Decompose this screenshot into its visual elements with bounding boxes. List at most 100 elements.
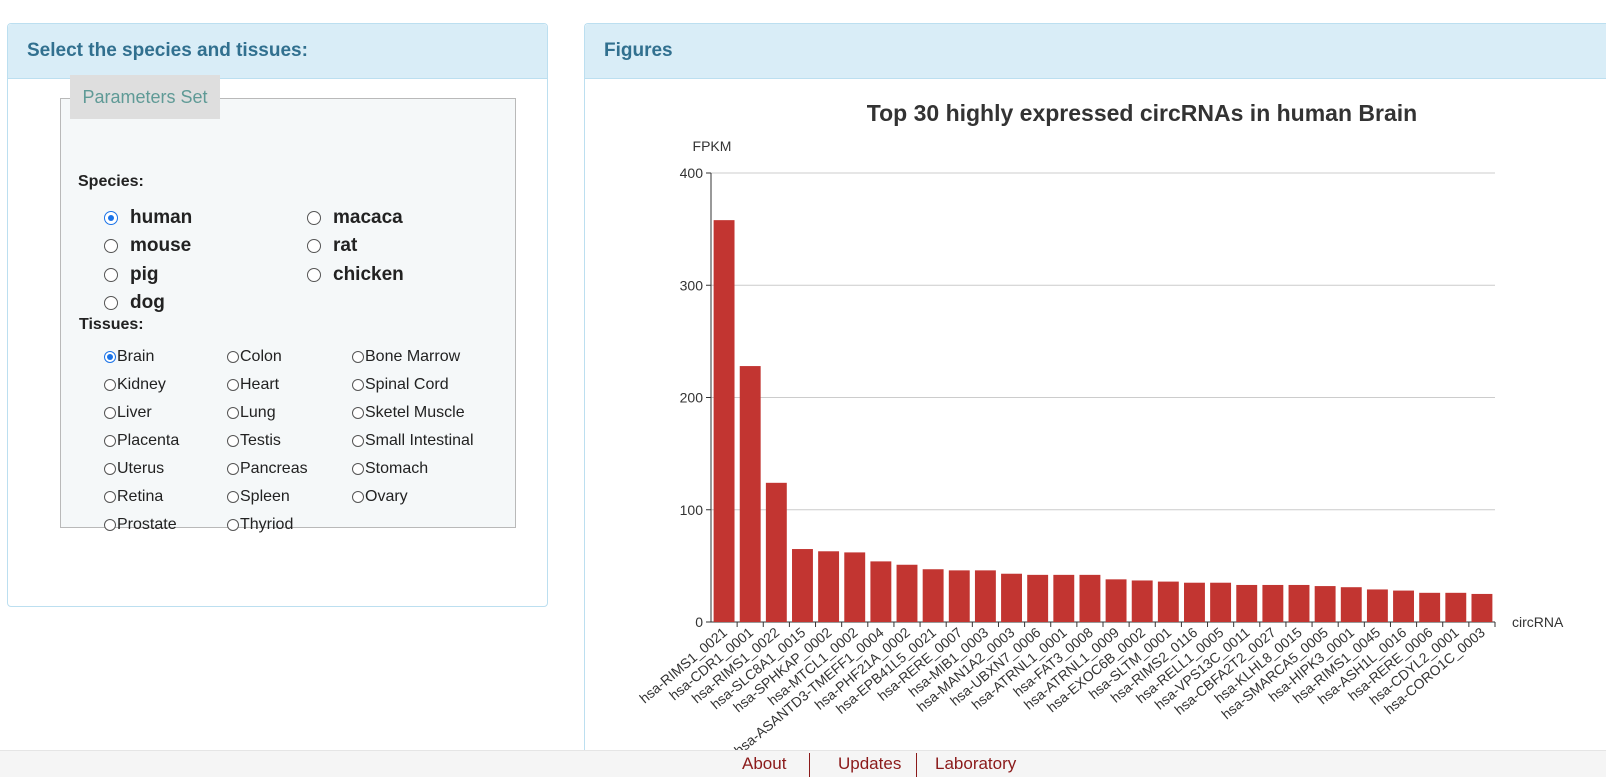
radio-button[interactable]	[227, 407, 239, 419]
bar-hsa-coro1c-0003	[1471, 593, 1493, 622]
species-radio-chicken[interactable]: chicken	[307, 264, 404, 286]
tissue-radio-label: Liver	[117, 404, 152, 421]
y-tick-label: 300	[680, 277, 704, 293]
species-radio-label: rat	[333, 235, 358, 256]
tissues-label: Tissues:	[79, 316, 144, 333]
footer: About Updates Laboratory	[0, 750, 1606, 777]
radio-button[interactable]	[104, 268, 118, 282]
tissue-radio-label: Spleen	[240, 488, 290, 505]
figures-panel-title: Figures	[585, 24, 1606, 79]
footer-link-about[interactable]: About	[742, 754, 787, 773]
species-radio-human[interactable]: human	[104, 207, 192, 229]
bar-hsa-rere-0006	[1419, 592, 1441, 622]
radio-button[interactable]	[104, 463, 116, 475]
radio-button[interactable]	[352, 491, 364, 503]
species-radio-label: human	[130, 207, 193, 228]
tissue-radio-label: Bone Marrow	[365, 348, 461, 365]
species-radio-macaca[interactable]: macaca	[307, 207, 403, 229]
radio-button[interactable]	[104, 351, 116, 363]
tissue-radio-small-intestinal[interactable]: Small Intestinal	[352, 432, 474, 450]
bar-hsa-atrnl1-0001	[1053, 574, 1075, 622]
tissue-radio-colon[interactable]: Colon	[227, 348, 282, 366]
species-radio-label: mouse	[130, 235, 192, 256]
bar-hsa-rims2-0116	[1184, 582, 1205, 622]
footer-link-laboratory[interactable]: Laboratory	[935, 754, 1017, 773]
radio-button[interactable]	[227, 379, 239, 391]
tissue-radio-kidney[interactable]: Kidney	[104, 376, 166, 394]
tissue-radio-stomach[interactable]: Stomach	[352, 460, 428, 478]
bar-hsa-mtcl1-0002	[844, 552, 866, 622]
species-radio-dog[interactable]: dog	[104, 292, 165, 314]
tissue-radio-label: Sketel Muscle	[365, 404, 465, 421]
tissue-radio-placenta[interactable]: Placenta	[104, 432, 179, 450]
tissue-radio-brain[interactable]: Brain	[104, 348, 154, 366]
tissue-radio-label: Small Intestinal	[365, 432, 474, 449]
radio-button[interactable]	[307, 268, 321, 282]
bar-hsa-rims1-0045	[1366, 589, 1388, 622]
radio-button[interactable]	[352, 435, 364, 447]
bar-hsa-sphkap-0002	[818, 551, 840, 622]
tissue-radio-pancreas[interactable]: Pancreas	[227, 460, 308, 478]
radio-button[interactable]	[104, 239, 118, 253]
radio-button[interactable]	[352, 379, 364, 391]
species-radio-rat[interactable]: rat	[307, 235, 357, 257]
parameters-legend: Parameters Set	[70, 75, 220, 119]
species-radio-label: chicken	[333, 264, 404, 285]
bar-hsa-cbfa2t2-0027	[1262, 584, 1284, 622]
radio-button[interactable]	[307, 211, 321, 225]
footer-divider	[809, 753, 810, 777]
tissue-radio-label: Spinal Cord	[365, 376, 449, 393]
radio-button[interactable]	[104, 296, 118, 310]
radio-button[interactable]	[227, 491, 239, 503]
x-axis-label: circRNA	[1512, 614, 1564, 630]
radio-button[interactable]	[104, 379, 116, 391]
species-radio-mouse[interactable]: mouse	[104, 235, 191, 257]
tissue-radio-label: Heart	[240, 376, 280, 393]
species-radio-label: pig	[130, 264, 159, 285]
radio-button[interactable]	[227, 435, 239, 447]
bar-hsa-phf21a-0002	[896, 564, 918, 622]
y-tick-label: 100	[680, 502, 704, 518]
footer-link-updates[interactable]: Updates	[838, 754, 902, 773]
tissue-radio-label: Placenta	[117, 432, 180, 449]
tissue-radio-spinal-cord[interactable]: Spinal Cord	[352, 376, 449, 394]
tissue-radio-label: Thyriod	[240, 516, 294, 533]
y-axis-label: FPKM	[693, 138, 732, 154]
bar-hsa-rell1-0005	[1210, 582, 1232, 622]
tissue-radio-lung[interactable]: Lung	[227, 404, 276, 422]
bar-hsa-atrnl1-0009	[1105, 579, 1127, 622]
tissue-radio-sketel-muscle[interactable]: Sketel Muscle	[352, 404, 465, 422]
tissue-radio-uterus[interactable]: Uterus	[104, 460, 164, 478]
chart-title: Top 30 highly expressed circRNAs in huma…	[867, 100, 1417, 126]
tissue-radio-testis[interactable]: Testis	[227, 432, 281, 450]
tissue-radio-retina[interactable]: Retina	[104, 488, 163, 506]
tissue-radio-spleen[interactable]: Spleen	[227, 488, 290, 506]
radio-button[interactable]	[104, 211, 118, 225]
bar-hsa-fat3-0008	[1079, 574, 1101, 622]
tissue-radio-label: Testis	[240, 432, 281, 449]
tissue-radio-heart[interactable]: Heart	[227, 376, 279, 394]
tissue-radio-bone-marrow[interactable]: Bone Marrow	[352, 348, 460, 366]
radio-button[interactable]	[104, 435, 116, 447]
tissue-radio-liver[interactable]: Liver	[104, 404, 152, 422]
radio-button[interactable]	[104, 519, 116, 531]
radio-button[interactable]	[104, 407, 116, 419]
radio-button[interactable]	[352, 351, 364, 363]
tissue-radio-thyriod[interactable]: Thyriod	[227, 516, 293, 534]
radio-button[interactable]	[227, 463, 239, 475]
species-radio-label: macaca	[333, 207, 403, 228]
radio-button[interactable]	[104, 491, 116, 503]
radio-button[interactable]	[227, 519, 239, 531]
tissue-radio-prostate[interactable]: Prostate	[104, 516, 177, 534]
radio-button[interactable]	[352, 463, 364, 475]
radio-button[interactable]	[352, 407, 364, 419]
tissue-radio-ovary[interactable]: Ovary	[352, 488, 408, 506]
tissue-radio-label: Stomach	[365, 460, 429, 477]
tissue-radio-label: Retina	[117, 488, 164, 505]
radio-button[interactable]	[307, 239, 321, 253]
radio-button[interactable]	[227, 351, 239, 363]
y-tick-label: 200	[680, 390, 704, 406]
bar-hsa-cdr1-0001	[739, 366, 761, 622]
species-radio-pig[interactable]: pig	[104, 264, 159, 286]
bar-hsa-exoc6b-0002	[1131, 580, 1153, 622]
